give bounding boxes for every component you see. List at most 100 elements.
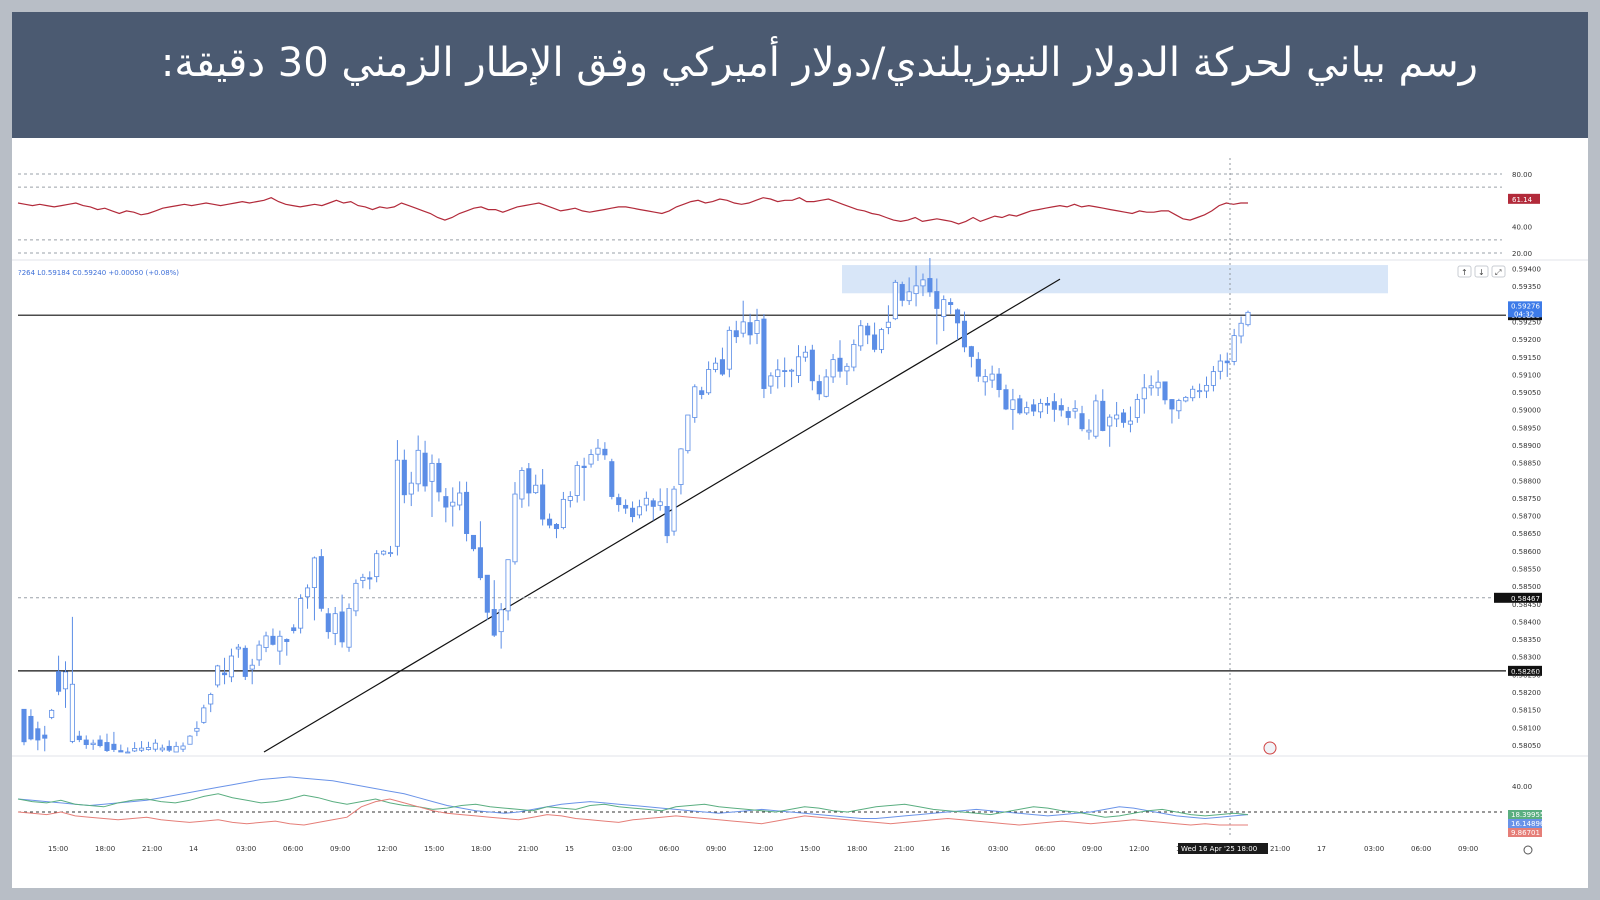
candle-body (768, 375, 774, 387)
candle (685, 414, 691, 454)
candle-body (719, 359, 725, 375)
time-tick-label: 15 (565, 845, 574, 853)
candle (726, 326, 732, 378)
candle-body (1162, 381, 1168, 401)
candle-body (464, 491, 470, 534)
candle (955, 308, 961, 341)
candle (374, 550, 380, 583)
candle-body (733, 330, 739, 338)
price-tick-label: 0.58050 (1512, 742, 1541, 750)
candle-body (28, 715, 34, 740)
title-bar: رسم بياني لحركة الدولار النيوزيلندي/دولا… (12, 12, 1588, 138)
time-tick-label: 21:00 (518, 845, 538, 853)
candle (436, 458, 442, 502)
candle-body (49, 709, 55, 718)
candle (1093, 394, 1099, 439)
candle-body (270, 635, 276, 645)
candle-body (636, 506, 643, 516)
candle-body (76, 735, 82, 741)
candle-body (1127, 420, 1133, 425)
candle (636, 499, 643, 519)
candle (1155, 370, 1161, 396)
rsi-tick-label: 80.00 (1512, 171, 1532, 179)
candle-body (809, 349, 815, 382)
candle (42, 725, 48, 752)
candle (104, 733, 110, 752)
candle (422, 440, 428, 492)
candle-body (249, 664, 255, 670)
candle (464, 481, 470, 542)
candle-body (139, 747, 145, 751)
time-tick-label: 15:00 (48, 845, 68, 853)
candle-body (955, 309, 961, 324)
candle (221, 657, 228, 685)
candle-body (228, 655, 235, 678)
candle (332, 606, 338, 646)
time-axis: 15:00 18:00 21:00 14 03:00 06:00 09:00 12:00 15:… (48, 843, 1533, 855)
dmi-tick-label: 40.00 (1512, 783, 1532, 791)
candle-body (989, 373, 995, 381)
time-tick-label: 15:00 (424, 845, 444, 853)
candle-body (111, 743, 117, 750)
candle-body (657, 501, 663, 506)
time-tick-label: 09:00 (1458, 845, 1478, 853)
candle (457, 481, 463, 511)
candle (145, 741, 152, 751)
candle-body (1010, 399, 1016, 410)
candle (263, 631, 269, 653)
candle-body (215, 665, 221, 686)
price-tick-label: 0.58500 (1512, 583, 1541, 591)
candle (381, 550, 387, 556)
dmi-value-badge (1508, 810, 1542, 819)
candle (1051, 393, 1057, 422)
candle-body (422, 452, 428, 487)
candle (948, 298, 954, 315)
trendline (263, 278, 1061, 753)
price-tick-label: 0.58700 (1512, 513, 1541, 521)
candle (816, 374, 822, 401)
candle (208, 692, 214, 713)
candle (187, 735, 193, 745)
chart-control-glyph: ↑ (1461, 268, 1468, 277)
candle-body (367, 577, 373, 580)
price-tick-label: 0.59350 (1512, 283, 1541, 291)
candle-body (1058, 405, 1064, 411)
candle (76, 730, 82, 743)
dashed-level-label: 0.58467 (1511, 595, 1540, 603)
candle (643, 491, 649, 512)
price-tick-label: 0.59000 (1512, 407, 1541, 415)
candle-body (747, 322, 753, 336)
candle-body (581, 465, 587, 468)
candle-body (837, 357, 843, 372)
candle (602, 442, 608, 460)
candle (872, 322, 878, 353)
candle-body (346, 607, 352, 648)
candle (581, 457, 587, 501)
candle (1141, 374, 1147, 414)
candle (802, 345, 808, 362)
candle-body (353, 582, 359, 612)
candle-body (643, 497, 649, 506)
candle (450, 487, 456, 527)
candle (353, 579, 359, 617)
candle (899, 281, 905, 307)
time-tick-label: 06:00 (659, 845, 679, 853)
candle (1017, 394, 1023, 415)
price-tick-label: 0.58350 (1512, 636, 1541, 644)
candle-body (885, 321, 891, 328)
candle (851, 339, 857, 372)
candle (270, 628, 276, 646)
candle (768, 372, 774, 394)
rsi-line (17, 197, 1248, 225)
candle (678, 448, 684, 495)
candle (830, 353, 836, 383)
price-tick-label: 0.58750 (1512, 495, 1541, 503)
candle (533, 474, 539, 495)
candle-body (1217, 360, 1223, 372)
candle (941, 295, 947, 332)
candle (1238, 316, 1244, 344)
candle (484, 574, 490, 621)
candle (616, 493, 622, 512)
candle-body (519, 470, 525, 500)
